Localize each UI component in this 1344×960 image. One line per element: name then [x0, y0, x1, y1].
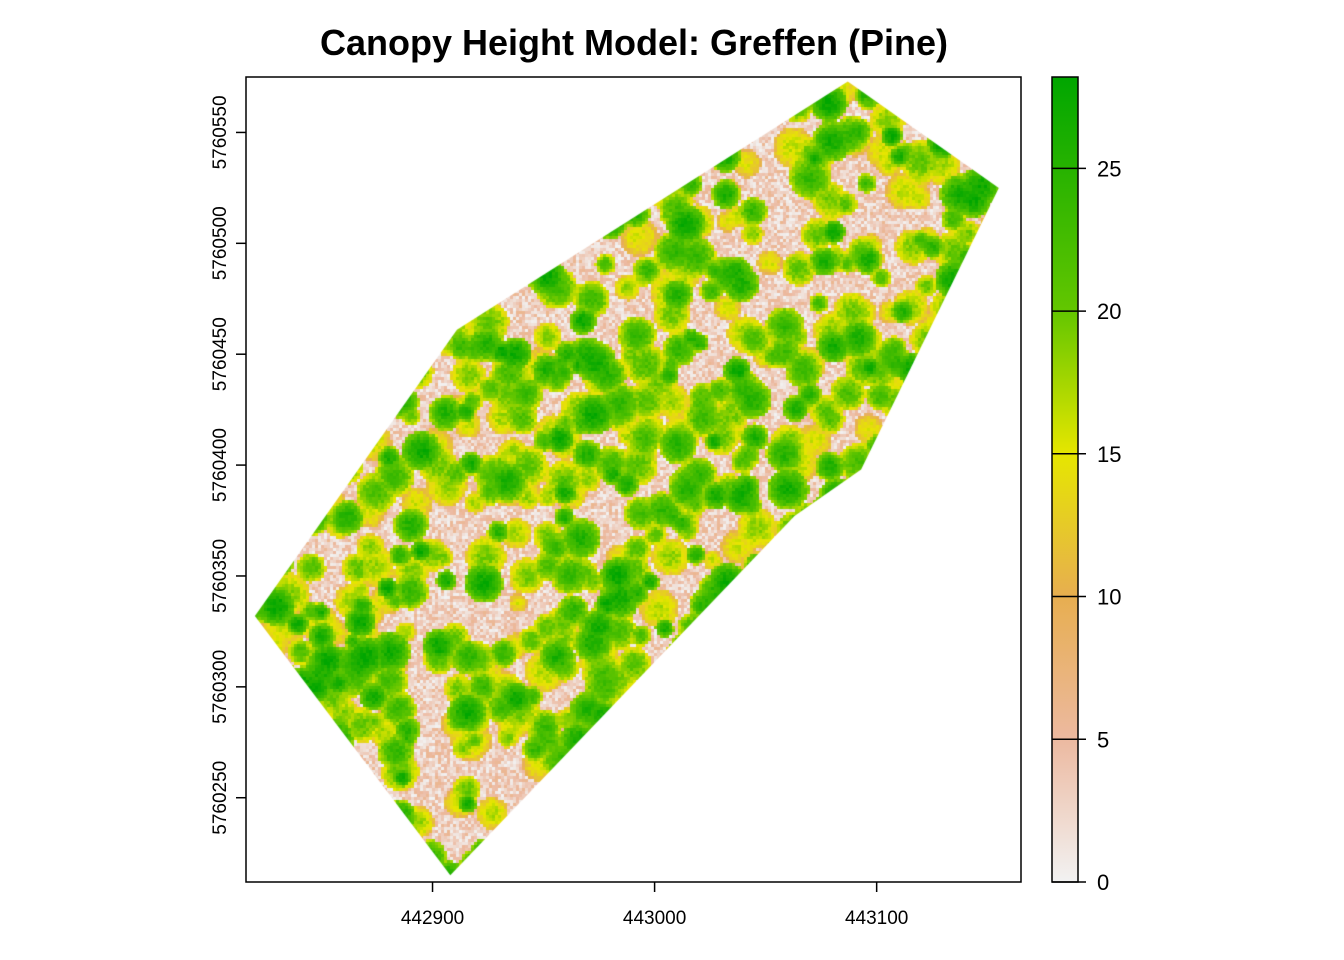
x-tick-label: 443000: [623, 908, 686, 929]
colorbar-tick-label: 25: [1097, 156, 1121, 181]
y-tick-label: 5760550: [210, 95, 231, 169]
colorbar: 0 5 10 15 20 25: [1051, 76, 1121, 895]
colorbar-tick-label: 20: [1097, 299, 1121, 324]
colorbar-ticks: 0 5 10 15 20 25: [1052, 156, 1121, 895]
y-tick-label: 5760250: [210, 761, 231, 835]
y-tick-label: 5760350: [210, 539, 231, 613]
y-tick-label: 5760300: [210, 650, 231, 724]
x-tick-label: 443100: [845, 908, 908, 929]
colorbar-tick-label: 5: [1097, 727, 1109, 752]
canopy-raster: [246, 77, 1021, 882]
y-tick-label: 5760400: [210, 428, 231, 502]
colorbar-ramp: [1052, 77, 1078, 882]
y-tick-label: 5760450: [210, 317, 231, 391]
x-axis: 442900 443000 443100: [401, 882, 908, 929]
colorbar-tick-label: 15: [1097, 442, 1121, 467]
x-tick-label: 442900: [401, 908, 464, 929]
chart-title: Canopy Height Model: Greffen (Pine): [319, 22, 948, 63]
canopy-height-image: [246, 77, 1021, 882]
plot-frame: [245, 76, 1022, 883]
colorbar-tick-label: 10: [1097, 585, 1121, 610]
y-tick-label: 5760500: [210, 206, 231, 280]
colorbar-tick-label: 0: [1097, 870, 1109, 895]
y-axis: 5760250 5760300 5760350 5760400 5760450 57605…: [210, 95, 246, 835]
